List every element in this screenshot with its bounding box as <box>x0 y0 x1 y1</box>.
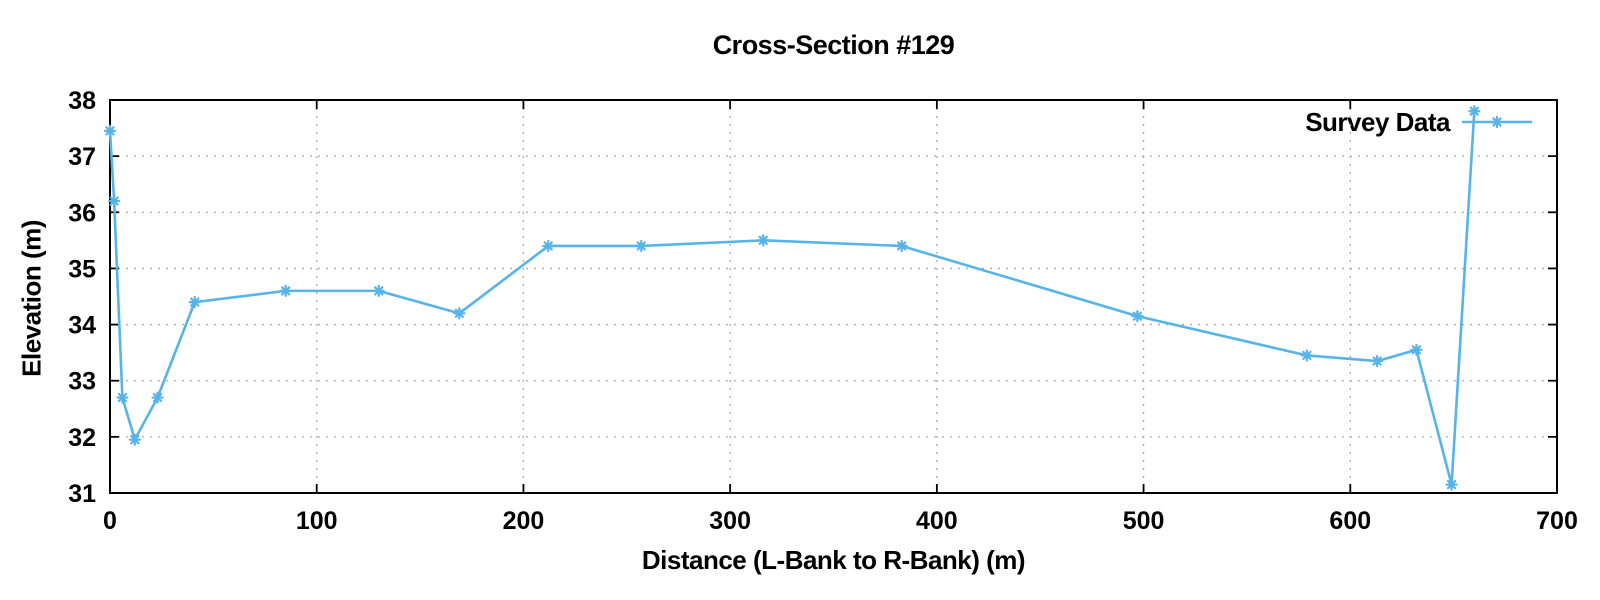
chart-title: Cross-Section #129 <box>712 30 955 60</box>
series-markers <box>103 105 1481 491</box>
series-line <box>108 109 1476 486</box>
legend-sample <box>1462 115 1532 129</box>
tick-labels: 0 100 200 300 400 500 600 700 31 32 33 34 35 36 37 38 <box>68 87 1578 535</box>
x-tick-label: 100 <box>296 507 338 535</box>
plot-border <box>109 99 1558 494</box>
y-tick-label: 32 <box>68 424 96 452</box>
x-tick-label: 700 <box>1536 507 1578 535</box>
y-tick-label: 38 <box>68 87 96 115</box>
x-tick-label: 600 <box>1329 507 1371 535</box>
y-tick-label: 34 <box>68 312 96 340</box>
x-axis-label: Distance (L-Bank to R-Bank) (m) <box>641 545 1026 575</box>
x-tick-label: 300 <box>709 507 751 535</box>
y-tick-label: 36 <box>68 199 96 227</box>
legend-marker-icon <box>1490 115 1504 129</box>
y-tick-label: 35 <box>68 255 96 283</box>
legend-label: Survey Data <box>1305 107 1450 137</box>
y-tick-label: 31 <box>68 480 96 508</box>
x-tick-label: 0 <box>103 507 117 535</box>
axis-ticks <box>109 99 1558 494</box>
y-tick-label: 37 <box>68 143 96 171</box>
x-tick-label: 200 <box>503 507 545 535</box>
x-tick-label: 400 <box>916 507 958 535</box>
y-tick-label: 33 <box>68 368 96 396</box>
gridlines <box>110 100 1557 493</box>
x-tick-label: 500 <box>1123 507 1165 535</box>
